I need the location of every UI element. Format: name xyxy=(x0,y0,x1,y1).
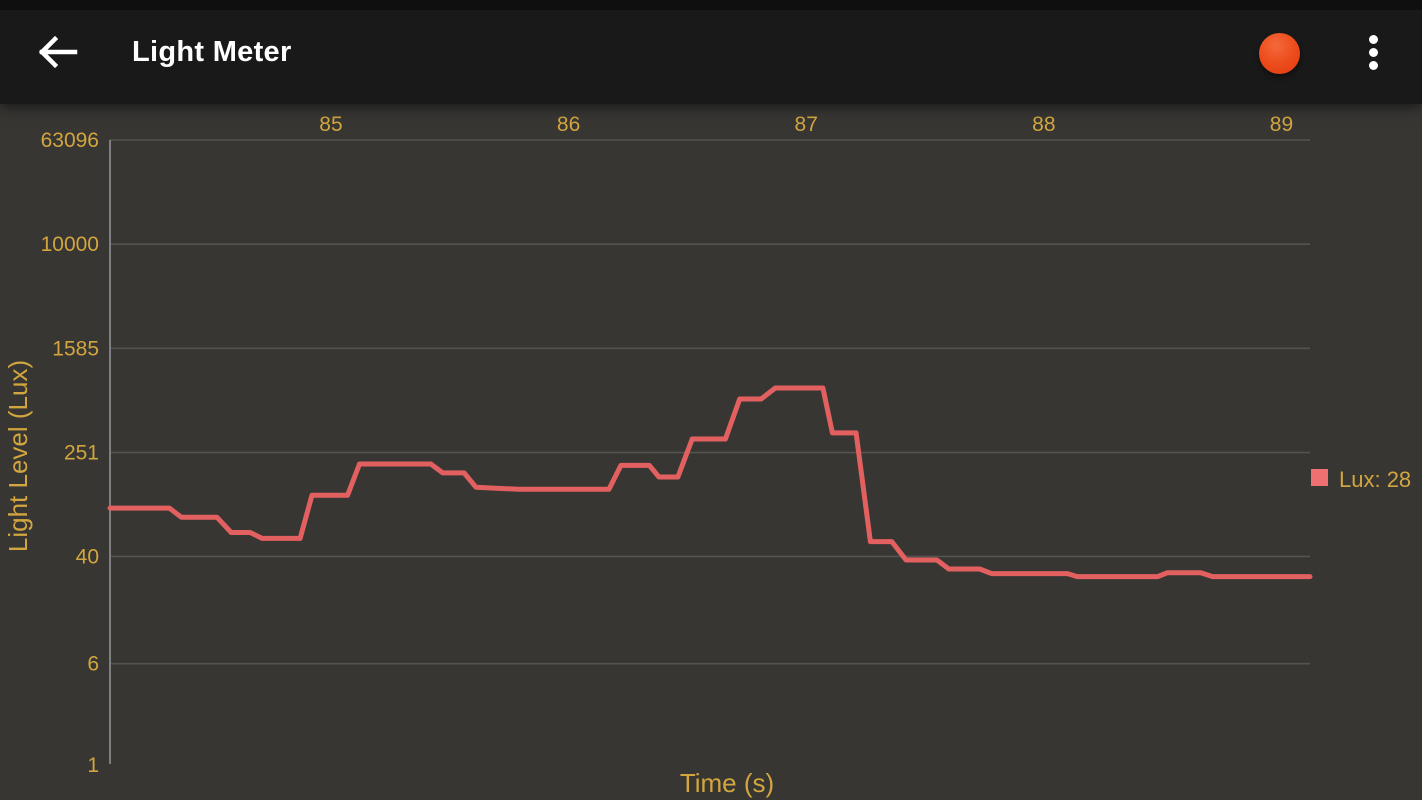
vertical-ellipsis-icon xyxy=(1368,34,1378,44)
legend-label: Lux: 28 xyxy=(1339,467,1411,492)
y-tick-label: 40 xyxy=(76,545,99,568)
lux-line-series xyxy=(107,385,1313,580)
y-tick-label: 1585 xyxy=(52,337,99,360)
y-tick-label: 10000 xyxy=(41,233,99,256)
back-button[interactable] xyxy=(22,17,92,87)
overflow-menu-button[interactable] xyxy=(1351,16,1395,88)
page-title: Light Meter xyxy=(132,35,292,68)
y-tick-label: 1 xyxy=(87,754,99,777)
record-button[interactable] xyxy=(1259,33,1300,74)
y-tick-label: 63096 xyxy=(41,129,99,152)
y-tick-label: 251 xyxy=(64,442,99,465)
x-tick-label: 88 xyxy=(1032,113,1055,136)
y-axis-title: Light Level (Lux) xyxy=(3,360,33,552)
arrow-left-icon xyxy=(38,35,78,69)
x-tick-label: 87 xyxy=(795,113,818,136)
x-tick-label: 86 xyxy=(557,113,580,136)
x-tick-label: 89 xyxy=(1270,113,1293,136)
y-tick-label: 6 xyxy=(87,653,99,676)
app-bar: Light Meter xyxy=(0,0,1422,104)
x-axis-title: Time (s) xyxy=(680,768,774,798)
legend-swatch xyxy=(1311,469,1328,486)
x-tick-label: 85 xyxy=(319,113,342,136)
